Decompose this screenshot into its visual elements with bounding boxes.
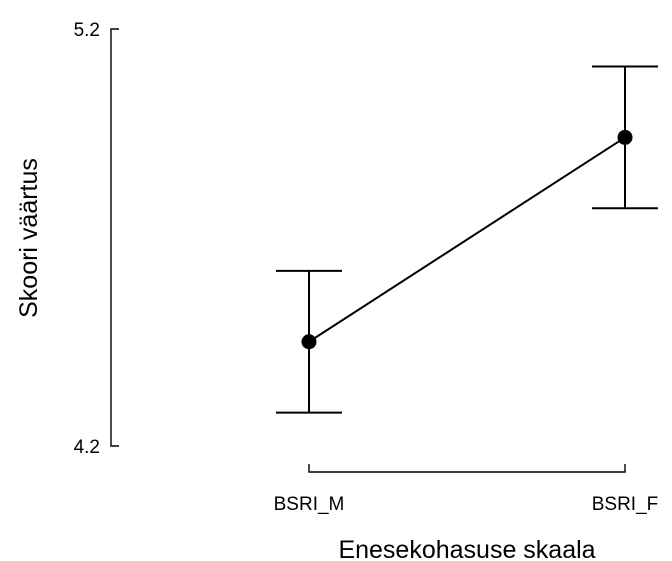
y-axis-line xyxy=(110,28,119,447)
x-axis-title: Enesekohasuse skaala xyxy=(338,536,595,561)
data-point-bsri-m xyxy=(301,334,317,350)
x-axis: BSRI_M BSRI_F Enesekohasuse skaala xyxy=(274,464,659,561)
y-tick-label-top: 5.2 xyxy=(74,20,100,41)
x-tick-label-bsri-f: BSRI_F xyxy=(592,494,659,515)
series-line xyxy=(308,136,626,343)
y-tick-label-bottom: 4.2 xyxy=(74,437,100,458)
plot-area xyxy=(276,65,658,414)
data-point-bsri-f xyxy=(617,129,633,145)
y-axis-title: Skoori väärtus xyxy=(15,158,43,318)
y-axis: 4.2 5.2 Skoori väärtus xyxy=(15,20,119,458)
x-axis-line xyxy=(308,464,626,473)
x-tick-label-bsri-m: BSRI_M xyxy=(274,494,345,515)
